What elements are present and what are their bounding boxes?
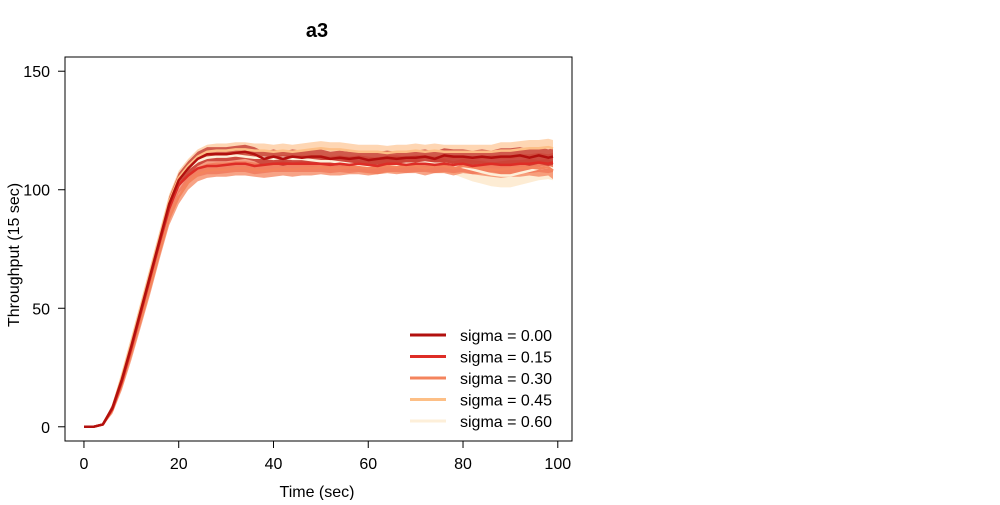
x-tick-label: 40 (265, 456, 283, 473)
line-sigma-2 (84, 164, 554, 429)
y-axis-label: Throughput (15 sec) (6, 183, 23, 327)
y-tick-label: 0 (41, 420, 50, 437)
series-lines (84, 145, 554, 429)
line-sigma-0 (84, 150, 554, 429)
x-tick-label: 0 (80, 456, 89, 473)
legend-label: sigma = 0.30 (460, 371, 552, 388)
legend-label: sigma = 0.15 (460, 350, 552, 367)
x-axis: 0 20 40 60 80 100 (80, 440, 571, 473)
legend-label: sigma = 0.60 (460, 414, 552, 431)
chart-title: a3 (306, 20, 328, 42)
x-tick-label: 60 (359, 456, 377, 473)
x-tick-label: 100 (544, 456, 571, 473)
legend: sigma = 0.00 sigma = 0.15 sigma = 0.30 sigm… (410, 328, 552, 431)
legend-label: sigma = 0.45 (460, 393, 552, 410)
y-axis: 0 50 100 150 (23, 64, 66, 437)
x-tick-label: 20 (170, 456, 188, 473)
y-tick-label: 100 (23, 183, 50, 200)
y-tick-label: 50 (32, 301, 50, 318)
legend-label: sigma = 0.00 (460, 328, 552, 345)
y-tick-label: 150 (23, 64, 50, 81)
x-tick-label: 80 (454, 456, 472, 473)
x-axis-label: Time (sec) (280, 484, 355, 500)
